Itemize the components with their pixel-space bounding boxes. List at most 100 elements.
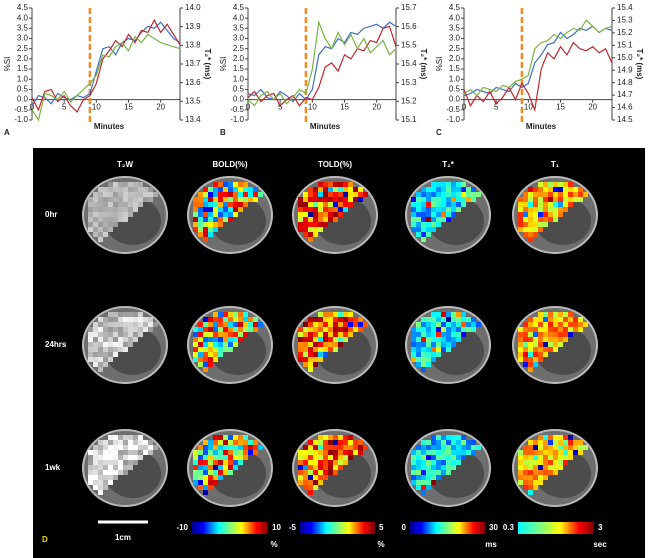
map-cell [553, 445, 558, 450]
map-cell [193, 357, 198, 362]
y-tick-label: 1.0 [449, 74, 461, 83]
map-cell [563, 327, 568, 332]
map-cell [451, 202, 456, 207]
map-cell [218, 435, 223, 440]
map-cell [431, 322, 436, 327]
map-cell [218, 475, 223, 480]
map-cell [446, 197, 451, 202]
map-cell [308, 347, 313, 352]
panel-label: B [220, 128, 226, 137]
map-cell [538, 187, 543, 192]
map-cell [553, 337, 558, 342]
map-cell [411, 347, 416, 352]
map-cell [93, 202, 98, 207]
map-cell [113, 182, 118, 187]
map-cell [223, 182, 228, 187]
map-cell [543, 312, 548, 317]
map-cell [411, 455, 416, 460]
map-cell [528, 475, 533, 480]
map-cell [123, 322, 128, 327]
map-cell [88, 465, 93, 470]
map-cell [198, 480, 203, 485]
row-label: 24hrs [45, 340, 67, 349]
map-cell [421, 480, 426, 485]
map-cell [218, 450, 223, 455]
map-cell [543, 202, 548, 207]
map-cell [113, 197, 118, 202]
map-cell [103, 352, 108, 357]
map-cell [238, 455, 243, 460]
map-cell [123, 187, 128, 192]
map-cell [308, 455, 313, 460]
map-cell [313, 460, 318, 465]
map-cell [198, 197, 203, 202]
map-cell [313, 455, 318, 460]
map-cell [318, 342, 323, 347]
map-cell [333, 182, 338, 187]
map-cell [436, 332, 441, 337]
map-cell [568, 450, 573, 455]
map-cell [203, 362, 208, 367]
y-tick-label: 4.5 [17, 3, 29, 12]
map-cell [528, 440, 533, 445]
map-cell [213, 470, 218, 475]
map-cell [298, 352, 303, 357]
map-cell [353, 450, 358, 455]
y-tick-label: 3.5 [233, 23, 245, 32]
map-cell [108, 435, 113, 440]
map-cell [308, 440, 313, 445]
map-cell [538, 327, 543, 332]
map-cell [456, 332, 461, 337]
map-cell [323, 352, 328, 357]
map-cell [233, 192, 238, 197]
map-cell [578, 187, 583, 192]
map-cell [243, 440, 248, 445]
map-cell [123, 465, 128, 470]
map-cell [416, 332, 421, 337]
map-cell [143, 192, 148, 197]
map-cell [298, 342, 303, 347]
map-cell [528, 192, 533, 197]
map-cell [328, 435, 333, 440]
map-cell [233, 455, 238, 460]
map-cell [103, 337, 108, 342]
map-cell [348, 322, 353, 327]
map-cell [426, 475, 431, 480]
map-cell [563, 460, 568, 465]
map-cell [303, 322, 308, 327]
map-cell [528, 322, 533, 327]
map-cell [118, 192, 123, 197]
map-cell [118, 187, 123, 192]
map-cell [441, 327, 446, 332]
map-cell [441, 197, 446, 202]
map-cell [446, 337, 451, 342]
map-cell [533, 217, 538, 222]
map-cell [308, 362, 313, 367]
map-cell [523, 450, 528, 455]
x-tick-label: 20 [156, 103, 165, 112]
map-cell [243, 192, 248, 197]
map-cell [128, 445, 133, 450]
map-cell [103, 480, 108, 485]
map-cell [436, 202, 441, 207]
map-cell [243, 435, 248, 440]
map-cell [338, 440, 343, 445]
map-cell [421, 202, 426, 207]
map-cell [431, 455, 436, 460]
map-cell [248, 450, 253, 455]
map-cell [193, 455, 198, 460]
map-cell [213, 212, 218, 217]
map-cell [426, 187, 431, 192]
map-cell [553, 212, 558, 217]
map-cell [416, 232, 421, 237]
map-cell [533, 357, 538, 362]
map-cell [233, 435, 238, 440]
map-cell [213, 455, 218, 460]
map-cell [436, 312, 441, 317]
map-cell [333, 450, 338, 455]
map-cell [548, 465, 553, 470]
map-cell [558, 317, 563, 322]
map-cell [431, 187, 436, 192]
map-cell [456, 182, 461, 187]
